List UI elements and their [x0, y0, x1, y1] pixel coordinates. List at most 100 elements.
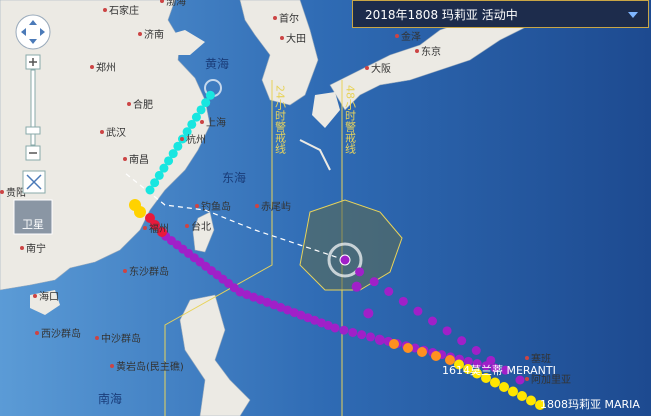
track-point	[191, 112, 201, 122]
track-point	[472, 368, 482, 379]
place-dot	[273, 16, 277, 20]
place-dot	[395, 34, 399, 38]
place-dot	[255, 204, 259, 208]
place-label: 黄岩岛(民主礁)	[116, 360, 184, 373]
track-point	[276, 302, 286, 312]
track-point	[472, 359, 482, 369]
track-point	[517, 391, 527, 401]
track-point	[384, 287, 394, 296]
track-point	[255, 295, 265, 305]
track-point	[445, 355, 455, 365]
track-point	[508, 386, 518, 397]
place-dot	[123, 269, 127, 273]
track-point	[535, 400, 545, 410]
place-label: 大田	[286, 32, 306, 45]
place-dot	[200, 120, 204, 124]
place-label: 合肥	[133, 98, 153, 111]
track-point	[289, 308, 299, 318]
track-point	[463, 364, 473, 374]
track-point	[262, 297, 272, 307]
place-dot	[185, 224, 189, 228]
zoom-in-icon	[29, 58, 37, 66]
track-point	[164, 156, 174, 166]
track-point	[283, 305, 292, 315]
place-label: 东沙群岛	[129, 265, 169, 278]
place-dot	[90, 65, 94, 69]
typhoon-current	[339, 254, 351, 266]
track-point	[363, 308, 374, 319]
land-korea	[239, 0, 319, 106]
track-point	[428, 316, 437, 326]
place-label: 济南	[144, 28, 164, 41]
track-label-maria: 1808玛莉亚 MARIA	[540, 398, 640, 411]
land-taiwan	[192, 211, 215, 253]
zoom-track	[30, 69, 36, 146]
track-point	[413, 306, 423, 316]
typhoon-selector[interactable]: 2018年1808 玛莉亚 活动中	[352, 0, 649, 28]
zoom-slider[interactable]	[25, 126, 41, 135]
track-point	[157, 227, 167, 237]
track-point	[355, 267, 365, 277]
place-label: 台北	[191, 220, 211, 233]
place-dot	[35, 331, 39, 335]
track-point	[369, 277, 379, 287]
track-point	[463, 356, 473, 366]
place-label: 南宁	[26, 242, 46, 255]
place-label: 海口	[39, 290, 59, 303]
place-dot	[123, 157, 127, 161]
forecast-track	[124, 172, 346, 261]
place-dot	[525, 377, 529, 381]
track-point	[410, 343, 420, 353]
place-dot	[365, 66, 369, 70]
place-dot	[33, 294, 37, 298]
sea-label: 东海	[222, 170, 246, 185]
track-point	[357, 330, 367, 340]
pan-arrows	[21, 20, 45, 44]
place-label: 郑州	[96, 61, 116, 74]
dropdown-arrow	[628, 12, 638, 18]
track-point	[330, 323, 340, 333]
place-dot	[103, 8, 107, 12]
place-label: 渤海	[166, 0, 186, 8]
place-label: 福州	[149, 222, 169, 235]
track-point	[348, 327, 358, 337]
sea-label: 黄海	[205, 56, 229, 71]
pan-control[interactable]	[15, 14, 51, 50]
place-dot	[110, 364, 114, 368]
fullscreen-icon	[26, 174, 42, 190]
tracks	[129, 90, 545, 410]
track-point	[431, 351, 441, 361]
place-dot	[415, 49, 419, 53]
place-dot	[143, 226, 147, 230]
track-point	[499, 382, 509, 392]
track-point	[249, 292, 259, 302]
track-point	[196, 105, 206, 115]
track-point	[481, 373, 491, 383]
place-dot	[95, 336, 99, 340]
place-label: 上海	[206, 116, 226, 129]
place-dot	[160, 0, 164, 3]
place-label: 贵阳	[6, 186, 26, 199]
track-point	[205, 90, 215, 100]
place-label: 中沙群岛	[101, 332, 141, 345]
place-label: 大阪	[371, 62, 391, 75]
track-point	[351, 281, 362, 292]
layer-button-label: 卫星	[22, 218, 44, 231]
track-point	[145, 213, 155, 223]
place-dot	[20, 246, 24, 250]
place-dot	[180, 137, 184, 141]
ryukyu	[299, 139, 331, 171]
track-point	[182, 127, 192, 137]
place-label: 西沙群岛	[41, 327, 81, 340]
place-label: 塞班	[531, 352, 551, 365]
place-label: 武汉	[106, 126, 126, 139]
track-point	[129, 199, 141, 211]
track-point	[398, 296, 408, 306]
layer-button[interactable]	[13, 199, 53, 235]
track-label-meranti: 1614莫兰蒂 MERANTI	[442, 364, 556, 377]
sea-label: 南海	[98, 391, 122, 406]
place-dot	[195, 204, 199, 208]
track-point	[168, 149, 178, 159]
